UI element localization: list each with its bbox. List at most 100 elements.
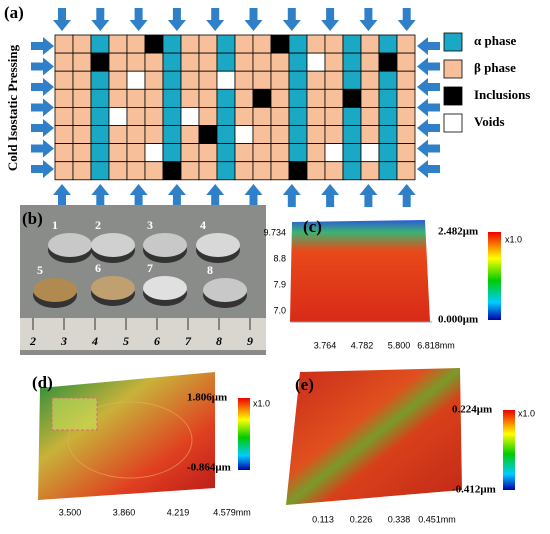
cell <box>126 143 146 163</box>
arrow <box>206 8 225 31</box>
cell <box>306 107 326 126</box>
cell <box>270 107 290 126</box>
cell <box>360 34 380 54</box>
surface-map <box>286 368 462 505</box>
cell <box>126 125 146 145</box>
y-axis-label: 8.8 <box>273 253 286 263</box>
arrow <box>397 8 416 31</box>
x-axis-label: 0.113 <box>312 514 334 524</box>
cell <box>252 161 272 181</box>
sample-label: 6 <box>95 261 101 275</box>
cell <box>216 70 236 90</box>
ruler-label: 9 <box>247 334 253 348</box>
sample-label: 8 <box>207 263 213 277</box>
cell <box>90 70 110 90</box>
cell <box>288 70 308 90</box>
cell <box>144 107 164 126</box>
cell <box>144 52 164 72</box>
ruler-label: 4 <box>91 334 98 348</box>
cell <box>108 34 128 54</box>
cell <box>72 70 92 90</box>
cell <box>216 161 236 181</box>
cell <box>180 161 200 181</box>
cell <box>144 161 164 181</box>
arrow <box>244 8 263 31</box>
sample <box>33 278 77 302</box>
cell <box>216 34 236 54</box>
ruler <box>20 318 266 350</box>
ruler-label: 7 <box>185 334 192 348</box>
cell <box>252 70 272 90</box>
arrow <box>91 184 110 207</box>
cell <box>360 125 380 145</box>
sample <box>48 233 92 257</box>
cell <box>252 107 272 126</box>
cell <box>126 52 146 72</box>
cell <box>144 34 164 54</box>
cell <box>54 161 74 181</box>
cell <box>342 88 362 108</box>
cell <box>162 88 182 108</box>
y-axis-label: 9.734 <box>263 227 286 237</box>
cell <box>360 88 380 108</box>
scale: x1.0 <box>505 234 522 244</box>
cell <box>234 52 254 72</box>
cell <box>54 88 74 108</box>
legend: α phase β phase Inclusions Voids <box>443 32 530 133</box>
cell <box>396 70 416 90</box>
cell <box>252 34 272 54</box>
cell <box>54 143 74 163</box>
cell <box>72 143 92 163</box>
sample <box>203 278 247 302</box>
colorbar-max: 0.224μm <box>452 404 492 416</box>
cell <box>180 143 200 163</box>
cell <box>108 70 128 90</box>
cell <box>234 34 254 54</box>
ruler-label: 2 <box>29 334 36 348</box>
cell <box>108 88 128 108</box>
scale: x1.0 <box>253 398 270 408</box>
cell <box>216 143 236 163</box>
cell <box>396 52 416 72</box>
arrow <box>31 119 54 137</box>
x-axis-label: 5.800 <box>388 340 411 350</box>
cell <box>342 52 362 72</box>
cell <box>126 107 146 126</box>
arrow <box>31 37 54 55</box>
cell <box>378 143 398 163</box>
cell <box>360 143 380 163</box>
colorbar-min: -0.864μm <box>187 462 231 474</box>
cell <box>360 70 380 90</box>
cell <box>396 107 416 126</box>
arrow <box>53 8 71 31</box>
cell <box>126 34 146 54</box>
colorbar-min: 0.000μm <box>438 314 478 326</box>
cell <box>324 70 344 90</box>
cell <box>72 161 92 181</box>
cell <box>360 52 380 72</box>
ruler-label: 3 <box>60 334 67 348</box>
cell <box>378 52 398 72</box>
cell <box>90 125 110 145</box>
x-axis-label: 3.764 <box>314 340 337 350</box>
arrow <box>129 8 148 31</box>
cell <box>306 70 326 90</box>
cell <box>234 143 254 163</box>
sample-label: 4 <box>200 218 206 232</box>
arrow <box>31 78 54 96</box>
legend-label: α phase <box>474 33 517 48</box>
cell <box>342 161 362 181</box>
sample <box>143 276 187 300</box>
sample-label: 3 <box>147 218 153 232</box>
arrow <box>31 57 54 76</box>
cell <box>162 161 182 181</box>
x-axis-label: 3.860 <box>113 507 136 517</box>
arrow <box>167 8 186 31</box>
y-axis-label: 7.0 <box>273 305 286 315</box>
cell <box>306 125 326 145</box>
cell <box>144 88 164 108</box>
cell <box>324 125 344 145</box>
colorbar <box>503 410 515 490</box>
arrow <box>417 98 440 117</box>
sample-label: 2 <box>95 218 101 232</box>
